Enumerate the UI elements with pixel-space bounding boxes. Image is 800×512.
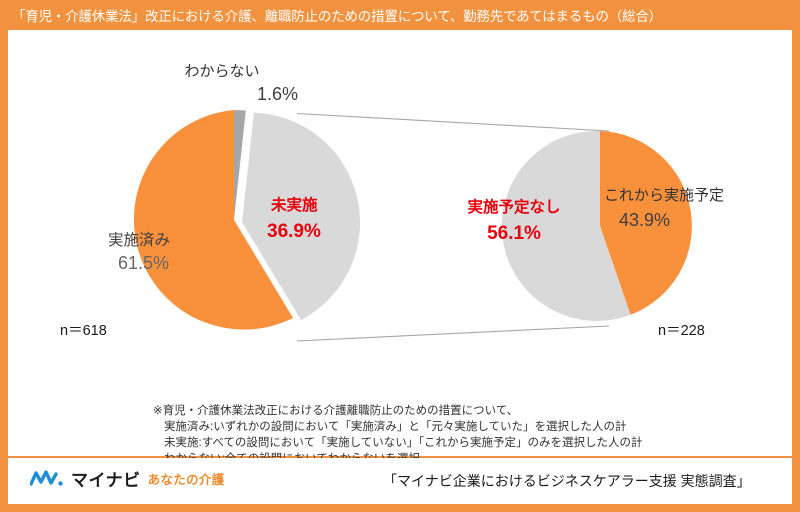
right-pie-chart <box>501 130 692 321</box>
right-value-planned: 43.9% <box>619 210 670 230</box>
left-value-implemented: 61.5% <box>118 253 169 273</box>
logo-wordmark: マイナビ <box>71 471 141 490</box>
left-value-unknown: 1.6% <box>257 84 298 104</box>
chart-canvas: 実施済み 61.5% 未実施 36.9% わからない 1.6% n＝618 これ… <box>8 30 792 465</box>
footer-bar: マイナビ あなたの介護 「マイナビ企業におけるビジネスケアラー支援 実態調査」 <box>8 458 792 504</box>
left-label-not-implemented: 未実施 <box>270 195 318 214</box>
right-label-planned: これから実施予定 <box>604 187 724 204</box>
footnote-line-2: 実施済み:いずれかの設問において「実施済み」と「元々実施していた」を選択した人の… <box>164 421 627 433</box>
left-value-not-implemented: 36.9% <box>267 221 321 242</box>
footnote-line-1: ※育児・介護休業法改正における介護離職防止のための措置について、 <box>153 405 519 417</box>
left-label-implemented: 実施済み <box>108 231 170 249</box>
footnote-line-3: 未実施:すべての設問において「実施していない」「これから実施予定」のみを選択した… <box>164 437 643 449</box>
pie-charts-svg: 実施済み 61.5% 未実施 36.9% わからない 1.6% n＝618 これ… <box>60 63 724 342</box>
slice-left-not-implemented[interactable] <box>242 112 361 320</box>
mynavi-wave-icon <box>30 469 63 486</box>
slice-right-planned[interactable] <box>600 131 692 315</box>
logo-tagline: あなたの介護 <box>147 473 225 487</box>
left-label-unknown: わからない <box>184 63 259 80</box>
slice-right-none-planned[interactable] <box>501 130 631 321</box>
slice-left-unknown[interactable] <box>234 109 246 220</box>
right-label-none-planned: 実施予定なし <box>467 197 560 216</box>
left-pie-chart <box>133 109 361 330</box>
left-sample-size: n＝618 <box>60 323 107 339</box>
header-bar: 「育児・介護休業法」改正における介護、離職防止のための措置について、勤務先であて… <box>0 0 800 30</box>
mynavi-logo: マイナビ あなたの介護 <box>30 466 224 491</box>
right-sample-size: n＝228 <box>658 323 705 339</box>
page-title: 「育児・介護休業法」改正における介護、離職防止のための措置について、勤務先であて… <box>12 9 662 24</box>
slice-left-implemented[interactable] <box>133 110 293 330</box>
source-caption: 「マイナビ企業におけるビジネスケアラー支援 実態調査」 <box>383 473 751 489</box>
right-value-none-planned: 56.1% <box>487 223 541 244</box>
